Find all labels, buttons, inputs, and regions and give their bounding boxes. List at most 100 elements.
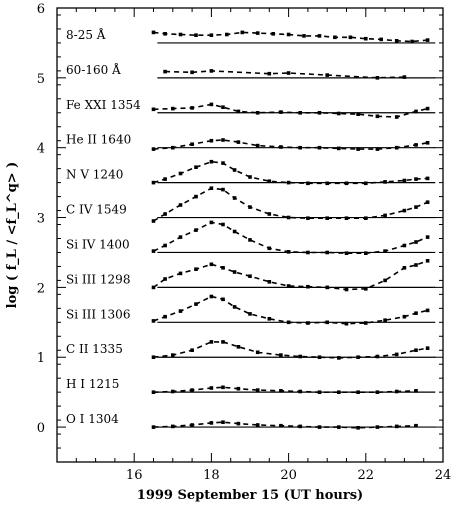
data-point [337,111,341,116]
data-point [425,176,430,181]
data-point [298,145,302,150]
data-point [306,181,310,186]
data-point [402,178,407,183]
series-line [165,70,405,79]
data-point [151,249,156,253]
series-he-ii-1640: He II 1640 [66,133,436,151]
data-point [178,235,183,239]
series-o-i-1304: O I 1304 [66,412,436,430]
series-label: C IV 1549 [66,203,127,217]
series-label: C II 1335 [66,342,123,356]
data-point [364,181,368,186]
data-point [394,145,399,150]
series-c-ii-1335: C II 1335 [66,340,436,360]
data-point [267,212,272,216]
data-point [344,251,349,255]
y-tick-label: 4 [37,142,45,157]
data-point [317,34,322,38]
data-point [344,321,349,326]
data-point [236,140,241,144]
data-point [414,177,418,181]
data-point [337,146,341,151]
data-point [356,147,360,151]
data-point [364,36,368,41]
data-point [286,284,291,288]
data-point [414,205,418,209]
data-point [171,389,175,394]
data-point [255,143,260,148]
data-point [221,385,225,390]
data-point [306,216,310,220]
data-point [194,165,198,169]
data-point [236,109,241,114]
data-point [190,142,194,146]
data-point [178,32,183,37]
data-point [178,171,183,176]
series-60-160-: 60-160 Å [66,62,436,80]
data-point [151,30,156,35]
series-line [153,341,428,359]
data-point [379,37,383,42]
data-point [190,348,194,352]
data-point [209,33,214,37]
data-point [209,138,214,143]
series-line [153,295,428,325]
x-axis-title: 1999 September 15 (UT hours) [137,488,363,503]
data-point [232,196,237,200]
data-point [221,222,225,227]
data-point [414,240,418,244]
data-point [337,390,341,394]
data-point [425,38,430,42]
data-point [286,250,291,254]
data-point [267,280,272,284]
series-line [153,103,428,118]
data-point [394,352,399,357]
data-point [236,421,241,426]
data-point [255,111,260,115]
y-tick-label: 1 [37,351,45,366]
data-point [163,177,167,181]
y-axis-title: log ( f_L / <f_L^q> ) [5,162,20,309]
data-point [364,321,368,325]
data-point [194,194,198,199]
data-point [306,284,310,289]
data-point [209,421,214,425]
data-point [267,246,272,251]
data-point [151,180,156,185]
data-point [394,424,399,429]
y-tick-label: 0 [37,421,45,436]
data-point [232,229,237,234]
data-point [279,353,283,357]
data-point [286,215,291,220]
series-label: Fe XXI 1354 [66,98,141,112]
data-point [194,302,198,306]
data-point [375,114,380,119]
data-point [344,216,349,220]
x-tick-label: 18 [203,468,220,483]
data-point [317,390,322,394]
data-point [414,311,418,315]
data-point [225,32,229,37]
series-n-v-1240: N V 1240 [66,159,436,186]
data-point [325,181,329,186]
data-point [425,259,430,263]
data-point [209,294,214,299]
data-point [267,179,272,183]
data-point [325,285,329,290]
data-point [383,213,387,218]
data-point [402,314,407,319]
data-point [248,312,252,316]
data-point [255,423,260,427]
data-point [383,278,387,283]
data-point [163,277,167,281]
series-8-25-: 8-25 Å [66,27,436,44]
data-point [194,267,198,271]
data-point [414,263,418,267]
data-point [209,186,214,190]
y-tick-label: 5 [37,72,45,87]
data-point [425,106,430,111]
data-point [317,355,322,359]
data-point [364,251,368,255]
data-point [414,389,418,393]
